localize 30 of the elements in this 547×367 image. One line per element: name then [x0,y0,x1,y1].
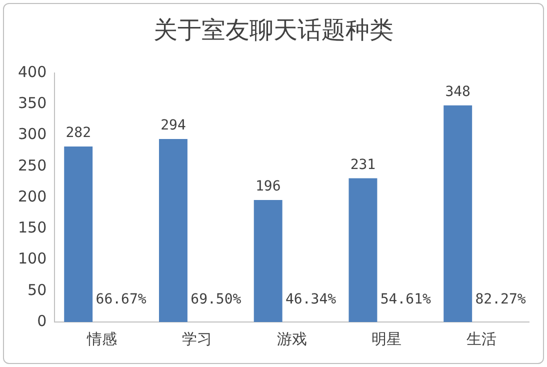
y-tick-label: 300 [18,125,47,144]
x-tick-label: 明星 [372,330,402,348]
bar [444,105,472,322]
chart-title: 关于室友聊天话题种类 [152,15,394,46]
x-tick-label: 生活 [466,330,497,348]
data-label: 196 [255,178,281,195]
y-tick-label: 50 [28,280,47,299]
annotation: 46.34% [286,292,337,308]
bar [64,146,93,322]
bar [348,178,378,322]
annotation: 54.61% [380,292,432,308]
x-tick-label: 学习 [182,330,212,348]
bar [254,200,282,322]
x-tick-label: 游戏 [276,330,307,348]
annotation: 69.50% [190,292,242,308]
y-tick-label: 0 [37,312,47,330]
annotation: 82.27% [475,292,526,308]
data-label: 294 [160,118,186,134]
y-tick-label: 150 [18,218,47,237]
x-tick-label: 情感 [86,330,118,348]
y-tick-label: 350 [18,94,47,112]
data-label: 348 [445,84,470,100]
data-label: 282 [66,125,91,142]
bar [158,138,188,322]
y-tick-label: 250 [18,156,47,174]
annotation: 66.67% [96,292,147,308]
y-tick-label: 100 [18,250,47,268]
y-tick-label: 200 [18,187,47,206]
data-label: 231 [350,156,376,173]
y-tick-label: 400 [18,62,47,81]
